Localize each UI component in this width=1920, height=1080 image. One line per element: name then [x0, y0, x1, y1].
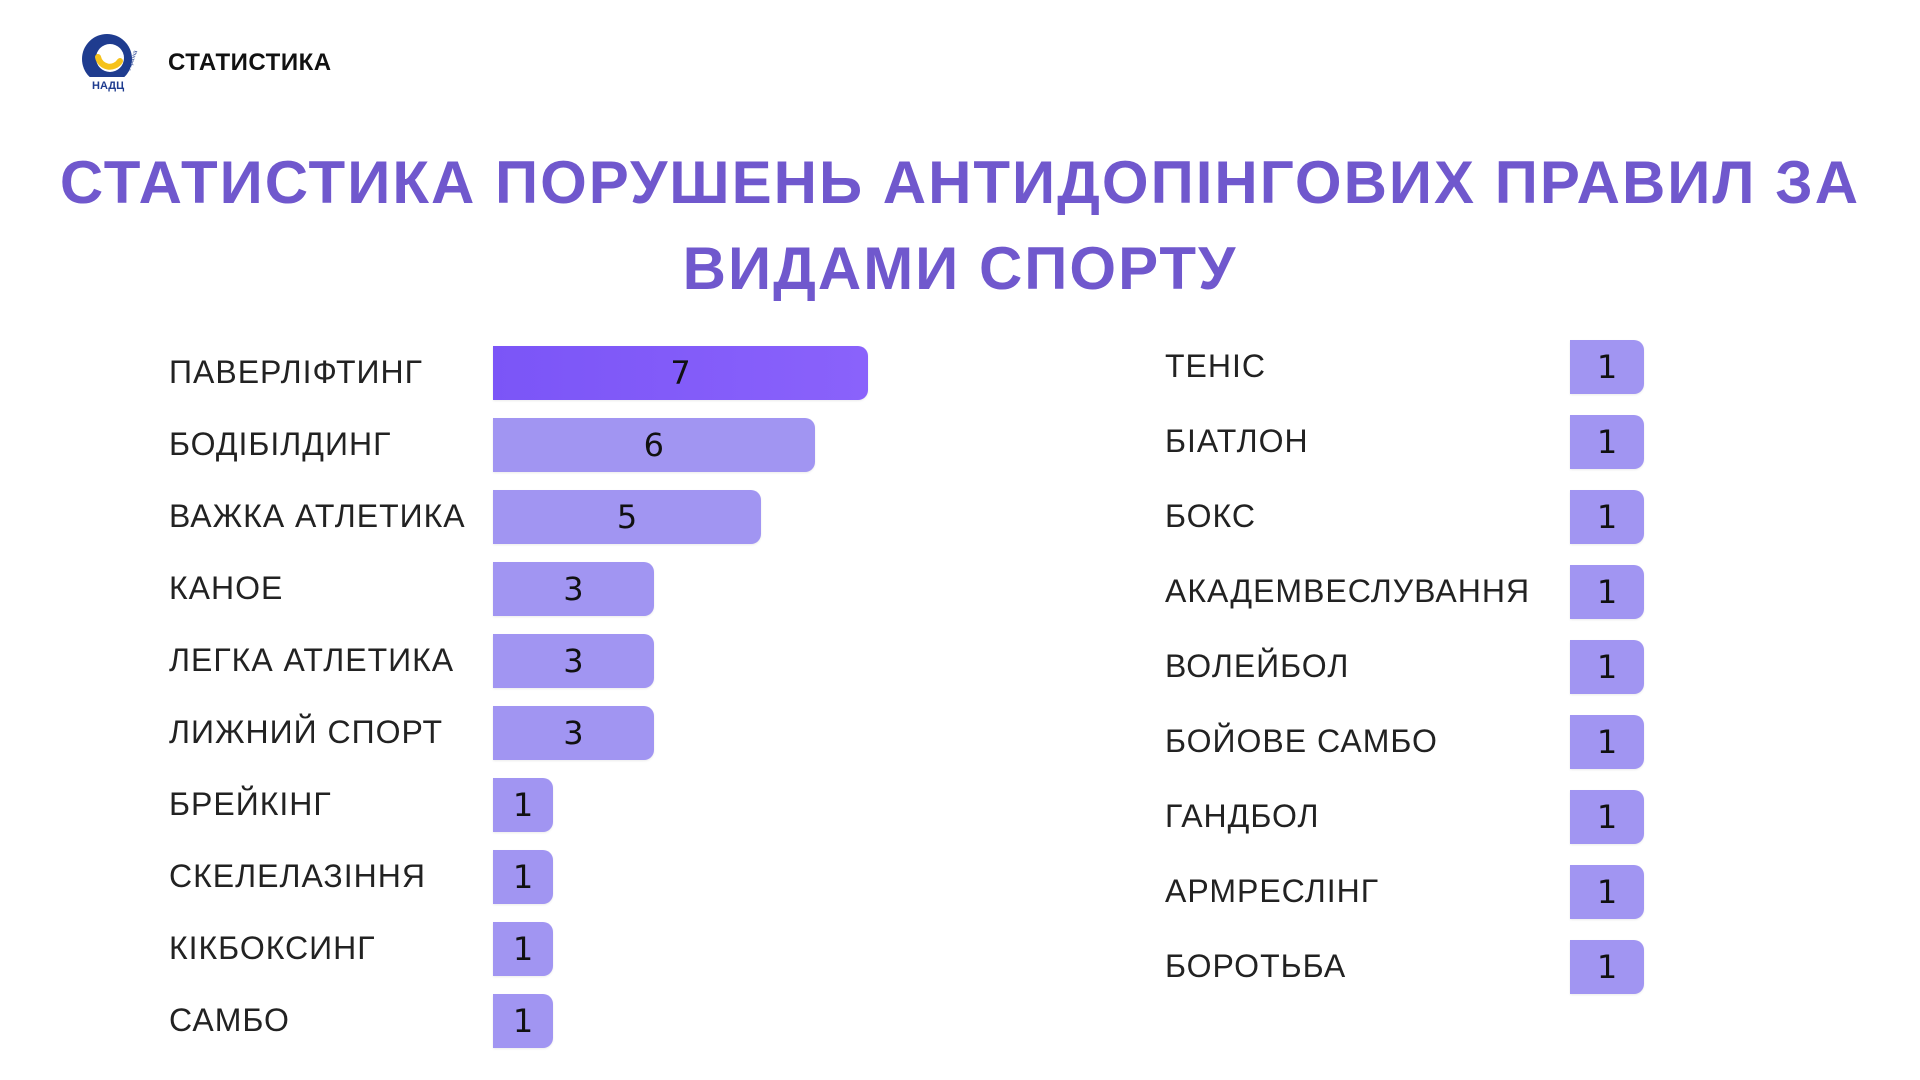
category-label: АКАДЕМВЕСЛУВАННЯ: [1165, 573, 1531, 609]
category-label: КІКБОКСИНГ: [169, 930, 376, 966]
data-label: 1: [1596, 573, 1618, 611]
data-label: 1: [512, 1002, 534, 1040]
data-label: 1: [1596, 723, 1618, 761]
category-label: СКЕЛЕЛАЗІННЯ: [169, 858, 426, 894]
category-label: БОКС: [1165, 498, 1256, 534]
bar: 5: [493, 490, 761, 544]
bar: 7: [493, 346, 869, 400]
category-label: БРЕЙКІНГ: [169, 786, 332, 822]
category-label: ГАНДБОЛ: [1165, 798, 1320, 834]
bar: 1: [493, 922, 553, 976]
data-label: 1: [512, 858, 534, 896]
bar: 1: [1570, 940, 1644, 994]
page-title-line-1: СТАТИСТИКА ПОРУШЕНЬ АНТИДОПІНГОВИХ ПРАВИ…: [59, 149, 1861, 216]
header: НАДЦ Україна СТАТИСТИКА: [78, 28, 332, 98]
bar: 1: [1570, 490, 1644, 544]
data-label: 3: [563, 714, 584, 752]
page-title-line-2: ВИДАМИ СПОРТУ: [682, 235, 1238, 302]
nadc-logo: НАДЦ Україна: [78, 31, 140, 95]
category-label: ТЕНІС: [1165, 348, 1266, 384]
data-label: 1: [1596, 348, 1618, 386]
bar: 1: [1570, 865, 1644, 919]
svg-text:НАДЦ: НАДЦ: [92, 80, 124, 92]
category-label: ВАЖКА АТЛЕТИКА: [169, 498, 466, 534]
data-label: 3: [563, 570, 584, 608]
data-label: 3: [563, 642, 584, 680]
category-label: САМБО: [169, 1002, 290, 1038]
bar: 1: [1570, 565, 1644, 619]
data-label: 1: [1596, 948, 1618, 986]
data-label: 1: [1596, 648, 1618, 686]
category-label: ПАВЕРЛІФТИНГ: [169, 354, 423, 390]
bar: 1: [493, 994, 553, 1048]
category-label: БОДІБІЛДИНГ: [169, 426, 392, 462]
category-label: БОРОТЬБА: [1165, 948, 1347, 984]
data-label: 1: [1596, 498, 1618, 536]
data-label: 1: [1596, 798, 1618, 836]
data-label: 7: [670, 354, 691, 392]
bar: 1: [1570, 790, 1644, 844]
data-label: 5: [616, 498, 638, 536]
bar: 1: [1570, 415, 1644, 469]
header-title: СТАТИСТИКА: [168, 49, 332, 76]
category-label: БІАТЛОН: [1165, 423, 1309, 459]
data-label: 1: [1596, 873, 1618, 911]
bar: 3: [493, 706, 654, 760]
category-label: ВОЛЕЙБОЛ: [1165, 648, 1350, 684]
data-label: 1: [512, 930, 534, 968]
category-label: ЛИЖНИЙ СПОРТ: [169, 714, 443, 750]
bar: 1: [493, 850, 553, 904]
category-label: КАНОЕ: [169, 570, 284, 606]
data-label: 1: [512, 786, 534, 824]
bar: 3: [493, 562, 654, 616]
page-title: СТАТИСТИКА ПОРУШЕНЬ АНТИДОПІНГОВИХ ПРАВИ…: [0, 140, 1920, 312]
data-label: 6: [643, 426, 664, 464]
data-label: 1: [1596, 423, 1618, 461]
bar: 1: [1570, 640, 1644, 694]
category-label: АРМРЕСЛІНГ: [1165, 873, 1380, 909]
bar: 1: [1570, 340, 1644, 394]
category-label: БОЙОВЕ САМБО: [1165, 723, 1438, 759]
bar: 3: [493, 634, 654, 688]
bar: 1: [493, 778, 553, 832]
bar: 6: [493, 418, 815, 472]
bar: 1: [1570, 715, 1644, 769]
category-label: ЛЕГКА АТЛЕТИКА: [169, 642, 455, 678]
